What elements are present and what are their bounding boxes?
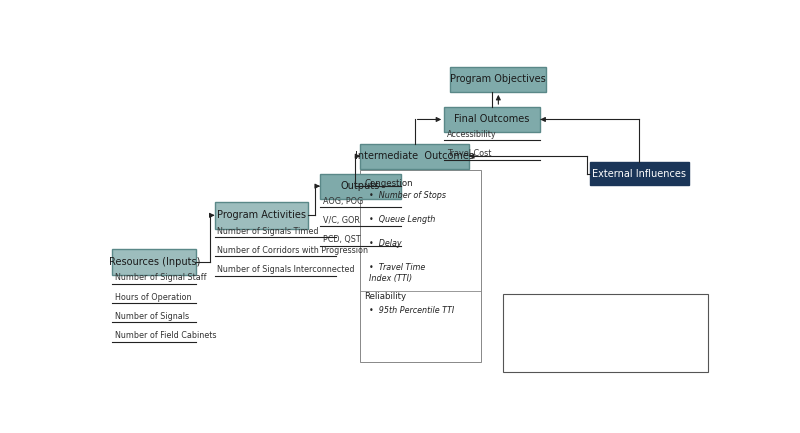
Text: Congestion: Congestion (364, 179, 413, 187)
Text: PCD: PCD (510, 343, 524, 352)
Text: Number of Corridors with Progression: Number of Corridors with Progression (217, 246, 368, 255)
Text: •  Number of Stops: • Number of Stops (369, 191, 446, 200)
Text: Final Outcomes: Final Outcomes (454, 114, 530, 124)
Text: Hours of Operation: Hours of Operation (115, 293, 191, 302)
Text: QST: QST (510, 353, 524, 362)
Text: Green Occupancy Ratio: Green Occupancy Ratio (539, 332, 638, 341)
Text: AOG: AOG (510, 299, 524, 308)
FancyBboxPatch shape (360, 144, 469, 169)
Text: POG: POG (510, 310, 524, 319)
FancyBboxPatch shape (503, 294, 708, 372)
Text: •  Queue Length: • Queue Length (369, 215, 435, 224)
Text: Percent Arrivals on Green: Percent Arrivals on Green (539, 310, 647, 319)
Text: Number of Signals: Number of Signals (115, 312, 189, 321)
Text: Perdue Coordination  Diagram: Perdue Coordination Diagram (539, 343, 666, 352)
Text: Arrivals on Green: Arrivals on Green (539, 299, 612, 308)
Text: •  Travel Time
Index (TTI): • Travel Time Index (TTI) (369, 263, 426, 283)
Text: Intermediate  Outcomes: Intermediate Outcomes (355, 151, 474, 161)
Text: Travel Cost: Travel Cost (446, 149, 491, 158)
Text: Reliability: Reliability (364, 292, 406, 301)
Text: Program Activities: Program Activities (217, 210, 306, 220)
Text: GOR: GOR (510, 332, 524, 341)
Text: PCD, QST: PCD, QST (322, 236, 360, 244)
Text: Number of Field Cabinets: Number of Field Cabinets (115, 331, 216, 340)
Text: External Influences: External Influences (592, 169, 686, 179)
Text: Number of Signals Timed: Number of Signals Timed (217, 226, 318, 236)
FancyBboxPatch shape (320, 174, 401, 199)
Text: •  Delay: • Delay (369, 239, 402, 249)
Text: Outputs: Outputs (341, 181, 380, 191)
FancyBboxPatch shape (444, 107, 540, 132)
Text: Volume-to-Capacity: Volume-to-Capacity (539, 321, 622, 330)
Text: Number of Signal Staff: Number of Signal Staff (115, 273, 206, 282)
FancyBboxPatch shape (590, 162, 689, 185)
Text: Program Objectives: Program Objectives (450, 74, 546, 84)
FancyBboxPatch shape (360, 170, 482, 362)
Text: Number of Signals Interconnected: Number of Signals Interconnected (217, 265, 354, 275)
FancyBboxPatch shape (112, 249, 196, 275)
Text: AOG, POG: AOG, POG (322, 197, 363, 206)
Text: Queue Service Time: Queue Service Time (539, 353, 624, 362)
Text: Accessibility: Accessibility (446, 130, 496, 139)
Text: •  95th Percentile TTI: • 95th Percentile TTI (369, 306, 454, 315)
FancyBboxPatch shape (450, 67, 546, 92)
Text: V/C: V/C (510, 321, 530, 330)
FancyBboxPatch shape (214, 202, 308, 229)
Text: Resources (Inputs): Resources (Inputs) (109, 257, 200, 267)
Text: V/C, GOR: V/C, GOR (322, 216, 359, 225)
